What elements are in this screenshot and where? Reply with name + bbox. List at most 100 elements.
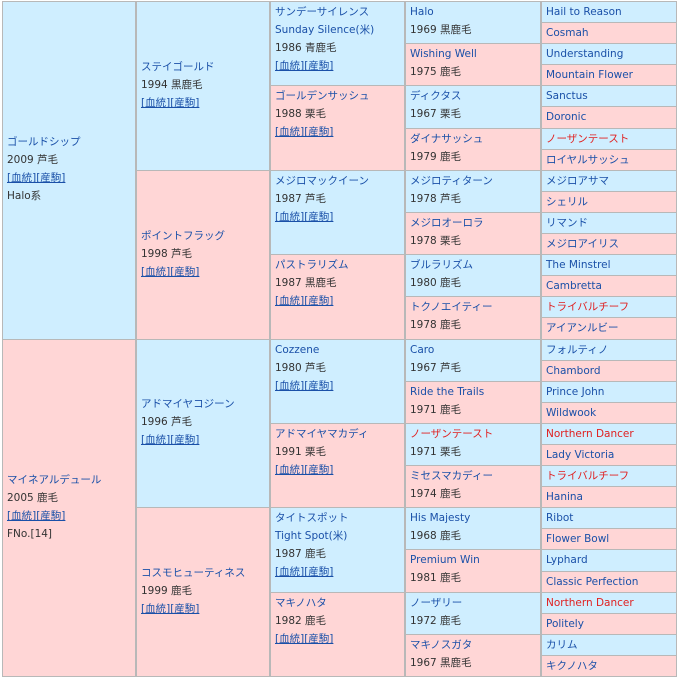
g5-horse-cell: メジロアサマ <box>541 170 677 192</box>
horse-name-link[interactable]: トクノエイティー <box>410 301 493 313</box>
pedigree-offspring-link[interactable]: [血統][産駒] <box>275 633 334 645</box>
horse-name-link[interactable]: マイネアルデュール <box>7 474 102 486</box>
horse-name-link[interactable]: Cambretta <box>546 280 602 292</box>
horse-name-link[interactable]: メジロアイリス <box>546 238 619 250</box>
horse-name-link[interactable]: Understanding <box>546 48 624 60</box>
horse-name-link[interactable]: タイトスポット <box>275 512 349 524</box>
g1-horse-cell: ゴールドシップ 2009 芦毛 [血統][産駒] Halo系 <box>2 1 136 340</box>
horse-name-link[interactable]: ノーザンテースト <box>546 133 630 145</box>
horse-name-link[interactable]: Flower Bowl <box>546 533 610 545</box>
horse-year-color: 1982 鹿毛 <box>275 615 327 627</box>
horse-name-link[interactable]: パストラリズム <box>275 259 349 271</box>
horse-name-link[interactable]: メジロマックイーン <box>275 175 369 187</box>
pedigree-offspring-link[interactable]: [血統][産駒] <box>7 172 66 184</box>
horse-name-link[interactable]: ノーザンテースト <box>410 428 494 440</box>
horse-name-link[interactable]: Prince John <box>546 386 605 398</box>
horse-name-link[interactable]: ゴールドシップ <box>7 136 81 148</box>
horse-name-link[interactable]: Politely <box>546 618 584 630</box>
g4-horse-cell: メジロティターン 1978 芦毛 <box>405 170 541 213</box>
horse-name-link[interactable]: Hanina <box>546 491 583 503</box>
horse-name-link[interactable]: ポイントフラッグ <box>141 230 225 242</box>
g4-horse-cell: Caro 1967 芦毛 <box>405 339 541 382</box>
horse-name-link[interactable]: Mountain Flower <box>546 69 633 81</box>
horse-name-link[interactable]: アドマイヤマカディ <box>275 428 369 440</box>
horse-name-link[interactable]: Sanctus <box>546 90 588 102</box>
horse-name-link[interactable]: コスモヒューティネス <box>141 567 246 579</box>
horse-alt-name[interactable]: Tight Spot(米) <box>275 530 348 542</box>
horse-alt-name[interactable]: Sunday Silence(米) <box>275 24 375 36</box>
horse-name-link[interactable]: Chambord <box>546 365 601 377</box>
horse-name-link[interactable]: Doronic <box>546 111 587 123</box>
horse-name-link[interactable]: Wildwook <box>546 407 597 419</box>
horse-name-link[interactable]: トライバルチーフ <box>546 470 630 482</box>
horse-name-link[interactable]: ダイナサッシュ <box>410 133 484 145</box>
horse-year-color: 1987 黒鹿毛 <box>275 277 337 289</box>
horse-name-link[interactable]: メジロアサマ <box>546 175 609 187</box>
horse-name-link[interactable]: Cosmah <box>546 27 589 39</box>
horse-line-note: FNo.[14] <box>7 528 53 540</box>
g5-horse-cell: アイアンルビー <box>541 317 677 340</box>
pedigree-offspring-link[interactable]: [血統][産駒] <box>275 380 334 392</box>
horse-name-link[interactable]: アドマイヤコジーン <box>141 398 235 410</box>
horse-name-link[interactable]: ブルラリズム <box>410 259 473 271</box>
horse-name-link[interactable]: The Minstrel <box>546 259 611 271</box>
g5-horse-cell: Mountain Flower <box>541 64 677 86</box>
horse-name-link[interactable]: ステイゴールド <box>141 61 215 73</box>
g5-horse-cell: トライバルチーフ <box>541 465 677 487</box>
horse-name-link[interactable]: アイアンルビー <box>546 322 619 334</box>
g2-horse-cell: ポイントフラッグ 1998 芦毛 [血統][産駒] <box>136 170 270 340</box>
horse-name-link[interactable]: Premium Win <box>410 554 480 566</box>
g5-horse-cell: Northern Dancer <box>541 592 677 614</box>
horse-name-link[interactable]: His Majesty <box>410 512 471 524</box>
horse-name-link[interactable]: ノーザリー <box>410 597 463 609</box>
horse-name-link[interactable]: Hail to Reason <box>546 6 622 18</box>
horse-name-link[interactable]: Ride the Trails <box>410 386 485 398</box>
pedigree-offspring-link[interactable]: [血統][産駒] <box>275 126 334 138</box>
horse-name-link[interactable]: メジロオーロラ <box>410 217 484 229</box>
horse-name-link[interactable]: ミセスマカディー <box>410 470 493 482</box>
pedigree-offspring-link[interactable]: [血統][産駒] <box>141 434 200 446</box>
horse-name-link[interactable]: キクノハタ <box>546 660 598 672</box>
g4-horse-cell: ノーザリー 1972 鹿毛 <box>405 592 541 635</box>
horse-name-link[interactable]: Classic Perfection <box>546 576 639 588</box>
horse-name-link[interactable]: Northern Dancer <box>546 428 634 440</box>
horse-name-link[interactable]: マキノハタ <box>275 597 327 609</box>
horse-year-color: 1978 芦毛 <box>410 193 462 205</box>
horse-name-link[interactable]: Halo <box>410 6 434 18</box>
horse-name-link[interactable]: Wishing Well <box>410 48 477 60</box>
g5-horse-cell: シェリル <box>541 191 677 213</box>
horse-name-link[interactable]: ロイヤルサッシュ <box>546 154 630 166</box>
pedigree-offspring-link[interactable]: [血統][産駒] <box>141 603 200 615</box>
horse-name-link[interactable]: シェリル <box>546 196 588 208</box>
g4-horse-cell: ディクタス 1967 栗毛 <box>405 85 541 129</box>
horse-year-color: 2005 鹿毛 <box>7 492 59 504</box>
g5-horse-cell: Cosmah <box>541 22 677 44</box>
horse-year-color: 1972 鹿毛 <box>410 615 462 627</box>
horse-name-link[interactable]: Caro <box>410 344 435 356</box>
pedigree-offspring-link[interactable]: [血統][産駒] <box>275 464 334 476</box>
horse-name-link[interactable]: リマンド <box>546 217 588 229</box>
horse-name-link[interactable]: マキノスガタ <box>410 639 473 651</box>
pedigree-offspring-link[interactable]: [血統][産駒] <box>275 295 334 307</box>
pedigree-offspring-link[interactable]: [血統][産駒] <box>275 211 334 223</box>
pedigree-offspring-link[interactable]: [血統][産駒] <box>275 60 334 72</box>
g5-horse-cell: カリム <box>541 634 677 656</box>
horse-line-note: Halo系 <box>7 190 42 202</box>
horse-name-link[interactable]: Lyphard <box>546 554 588 566</box>
pedigree-offspring-link[interactable]: [血統][産駒] <box>7 510 66 522</box>
horse-name-link[interactable]: サンデーサイレンス <box>275 6 370 18</box>
horse-name-link[interactable]: Northern Dancer <box>546 597 634 609</box>
horse-name-link[interactable]: フォルティノ <box>546 344 609 356</box>
horse-name-link[interactable]: Cozzene <box>275 344 320 356</box>
horse-name-link[interactable]: Lady Victoria <box>546 449 615 461</box>
horse-name-link[interactable]: メジロティターン <box>410 175 493 187</box>
pedigree-offspring-link[interactable]: [血統][産駒] <box>275 566 334 578</box>
horse-name-link[interactable]: ゴールデンサッシュ <box>275 90 370 102</box>
horse-name-link[interactable]: トライバルチーフ <box>546 301 630 313</box>
horse-name-link[interactable]: Ribot <box>546 512 574 524</box>
pedigree-offspring-link[interactable]: [血統][産駒] <box>141 97 200 109</box>
horse-year-color: 1975 鹿毛 <box>410 66 462 78</box>
horse-name-link[interactable]: カリム <box>546 639 578 651</box>
horse-name-link[interactable]: ディクタス <box>410 90 462 102</box>
pedigree-offspring-link[interactable]: [血統][産駒] <box>141 266 200 278</box>
